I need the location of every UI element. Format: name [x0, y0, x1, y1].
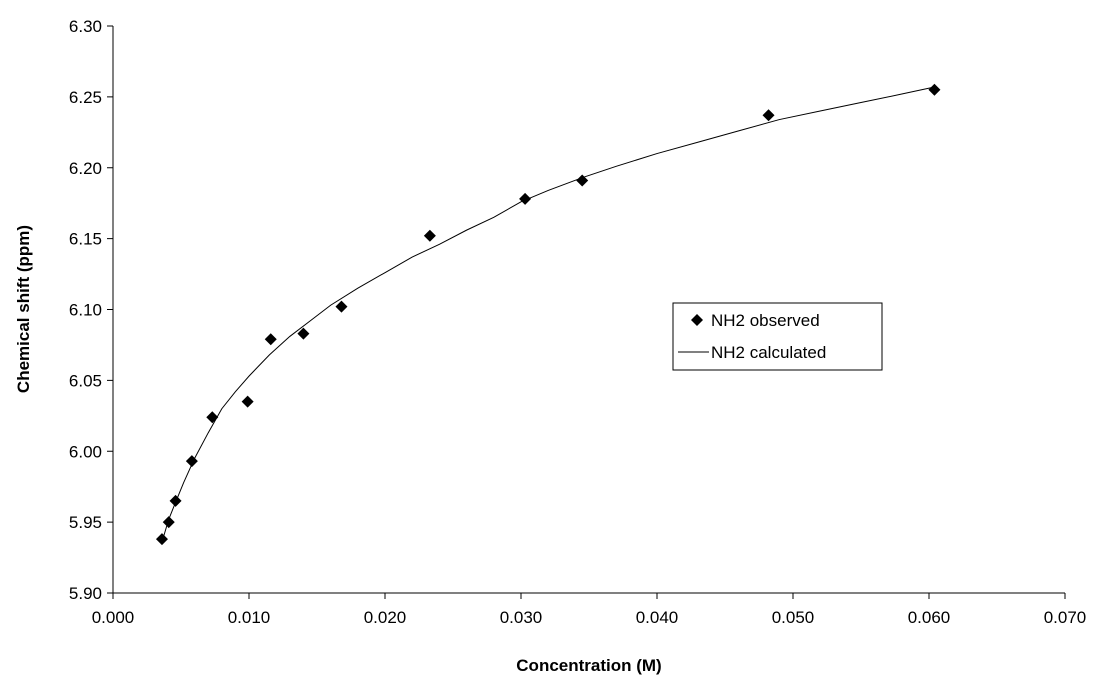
calculated-curve — [161, 86, 935, 543]
x-tick-label: 0.010 — [228, 608, 271, 627]
x-axis-ticks: 0.000 0.010 0.020 0.030 0.040 0.050 0.060 0.070 — [92, 593, 1087, 627]
legend: NH2 observed NH2 calculated — [672, 302, 883, 371]
y-axis-title: Chemical shift (ppm) — [14, 225, 33, 393]
x-tick-label: 0.020 — [364, 608, 407, 627]
y-tick-label: 6.30 — [69, 17, 102, 36]
observed-point — [423, 229, 436, 242]
legend-marker-diamond — [691, 314, 703, 326]
x-tick-label: 0.000 — [92, 608, 135, 627]
observed-point — [155, 533, 168, 546]
legend-box — [672, 302, 883, 371]
y-tick-label: 6.15 — [69, 230, 102, 249]
y-tick-label: 5.90 — [69, 584, 102, 603]
y-axis-ticks: 5.90 5.95 6.00 6.05 6.10 6.15 6.20 6.25 6.30 — [69, 17, 113, 603]
y-tick-label: 6.20 — [69, 159, 102, 178]
observed-point — [576, 174, 589, 187]
x-tick-label: 0.060 — [908, 608, 951, 627]
x-tick-label: 0.030 — [500, 608, 543, 627]
y-tick-label: 6.00 — [69, 442, 102, 461]
observed-point — [206, 411, 219, 424]
y-tick-label: 6.10 — [69, 301, 102, 320]
x-tick-label: 0.040 — [636, 608, 679, 627]
observed-point — [169, 494, 182, 507]
x-axis-title: Concentration (M) — [516, 656, 661, 675]
observed-point — [185, 455, 198, 468]
series-nh2-observed — [155, 83, 941, 546]
observed-point — [928, 83, 941, 96]
x-tick-label: 0.050 — [772, 608, 815, 627]
observed-point — [264, 333, 277, 346]
observed-point — [762, 109, 775, 122]
observed-point — [519, 192, 532, 205]
plot-area: 5.90 5.95 6.00 6.05 6.10 6.15 6.20 6.25 6.30 0.0… — [69, 17, 1086, 627]
observed-point — [297, 327, 310, 340]
x-tick-label: 0.070 — [1044, 608, 1087, 627]
legend-label-observed: NH2 observed — [711, 311, 820, 330]
observed-point — [241, 395, 254, 408]
y-tick-label: 6.25 — [69, 88, 102, 107]
y-tick-label: 6.05 — [69, 371, 102, 390]
legend-label-calculated: NH2 calculated — [711, 343, 826, 362]
observed-point — [162, 516, 175, 529]
y-tick-label: 5.95 — [69, 513, 102, 532]
observed-point — [335, 300, 348, 313]
series-nh2-calculated — [161, 86, 935, 543]
